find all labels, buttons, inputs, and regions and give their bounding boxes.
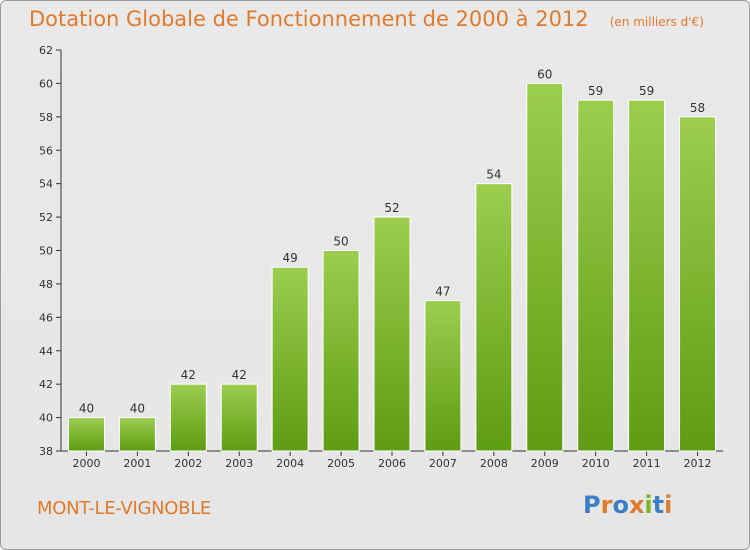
x-tick-label: 2008 (480, 457, 508, 470)
x-tick-label: 2000 (72, 457, 100, 470)
x-tick-label: 2009 (531, 457, 559, 470)
y-tick-label: 52 (39, 211, 53, 224)
bar-2002 (169, 383, 207, 452)
bar-2003 (220, 383, 258, 452)
bar-2000 (67, 417, 105, 452)
bar-2010 (577, 99, 615, 452)
logo-letter: r (600, 491, 613, 519)
proxiti-logo[interactable]: Proxiti (583, 491, 672, 519)
data-label-2001: 40 (130, 402, 145, 416)
y-tick-label: 48 (39, 278, 53, 291)
y-tick-label: 54 (39, 178, 53, 191)
data-label-2011: 59 (639, 84, 654, 98)
y-tick-label: 40 (39, 412, 53, 425)
bar-2008 (475, 183, 513, 452)
x-tick-label: 2011 (633, 457, 661, 470)
data-label-2003: 42 (232, 368, 247, 382)
y-tick-label: 38 (39, 445, 53, 458)
y-tick-label: 50 (39, 245, 53, 258)
bar-2001 (118, 417, 156, 452)
axes: 38 40 42 44 46 48 50 52 54 56 58 60 62 2000 2001 2002 20… (39, 44, 723, 470)
logo-letter: o (612, 491, 629, 519)
bar-2012 (679, 116, 717, 452)
chart-title: Dotation Globale de Fonctionnement de 20… (29, 7, 589, 31)
y-tick-label: 44 (39, 345, 53, 358)
data-label-2008: 54 (486, 168, 501, 182)
y-tick-label: 46 (39, 311, 53, 324)
bar-2004 (271, 266, 309, 452)
data-label-2004: 49 (283, 251, 298, 265)
logo-letter: x (628, 491, 645, 519)
logo-letter: i (644, 491, 653, 519)
x-tick-label: 2007 (429, 457, 457, 470)
x-tick-label: 2006 (378, 457, 406, 470)
x-tick-label: 2012 (684, 457, 712, 470)
data-label-2006: 52 (384, 201, 399, 215)
bar-2011 (628, 99, 666, 452)
data-label-2010: 59 (588, 84, 603, 98)
city-name: MONT-LE-VIGNOBLE (37, 498, 211, 519)
x-tick-label: 2004 (276, 457, 304, 470)
data-label-2005: 50 (333, 235, 348, 249)
bar-2009 (526, 82, 564, 452)
data-label-2002: 42 (181, 368, 196, 382)
title-row: Dotation Globale de Fonctionnement de 20… (29, 7, 704, 31)
x-tick-label: 2003 (225, 457, 253, 470)
logo-letter: i (664, 491, 673, 519)
x-tick-label: 2002 (174, 457, 202, 470)
labels: 40 40 42 42 49 50 52 47 54 60 59 59 58 (79, 67, 705, 415)
logo-letter: P (583, 491, 601, 519)
bar-2005 (322, 250, 360, 452)
y-tick-label: 62 (39, 44, 53, 57)
chart-unit: (en milliers d'€) (609, 15, 704, 29)
logo-letter: t (652, 491, 665, 519)
data-label-2012: 58 (690, 101, 705, 115)
bar-2007 (424, 300, 462, 452)
x-tick-label: 2005 (327, 457, 355, 470)
bars (67, 82, 717, 452)
data-label-2000: 40 (79, 402, 94, 416)
data-label-2009: 60 (537, 67, 552, 81)
y-tick-label: 60 (39, 77, 53, 90)
y-tick-label: 58 (39, 111, 53, 124)
x-tick-label: 2010 (582, 457, 610, 470)
bar-2006 (373, 216, 411, 452)
x-tick-label: 2001 (123, 457, 151, 470)
data-label-2007: 47 (435, 285, 450, 299)
y-tick-label: 42 (39, 378, 53, 391)
y-tick-label: 56 (39, 144, 53, 157)
